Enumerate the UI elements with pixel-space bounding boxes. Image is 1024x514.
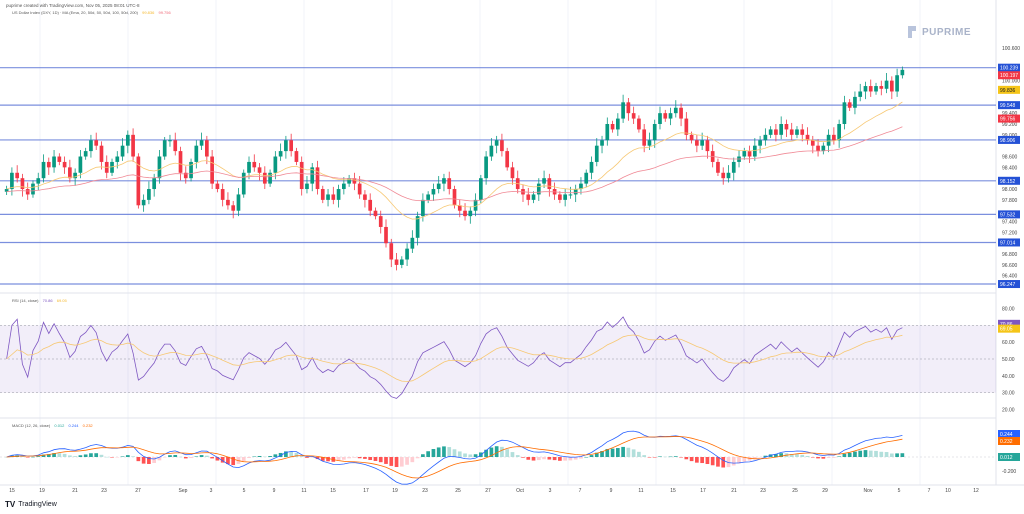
svg-text:27: 27 [135,488,141,494]
svg-text:20.00: 20.00 [1002,408,1015,414]
tradingview-logo-icon: TV [5,500,16,509]
svg-text:40.00: 40.00 [1002,374,1015,380]
svg-text:29: 29 [822,488,828,494]
macd-label: MACD (12, 26, close) [12,423,51,428]
svg-text:98.906: 98.906 [1000,138,1016,144]
svg-text:21: 21 [731,488,737,494]
svg-text:7: 7 [579,488,582,494]
svg-text:97.400: 97.400 [1002,220,1018,226]
svg-text:97.800: 97.800 [1002,198,1018,204]
svg-text:3: 3 [210,488,213,494]
svg-text:12: 12 [973,488,979,494]
main-legend-label: US Dollar Index (DXY, 1D) · MA (Ema, 20,… [12,10,138,15]
svg-text:19: 19 [39,488,45,494]
svg-text:25: 25 [455,488,461,494]
svg-text:3: 3 [549,488,552,494]
svg-text:80.00: 80.00 [1002,306,1015,312]
svg-text:96.600: 96.600 [1002,263,1018,269]
rsi-legend: RSI (14, close) 70.86 69.05 [12,298,70,303]
svg-text:99.000: 99.000 [1002,133,1018,139]
tradingview-brand-text: TradingView [18,501,57,508]
svg-text:97.014: 97.014 [1000,240,1016,246]
svg-text:17: 17 [700,488,706,494]
svg-text:100.197: 100.197 [1000,73,1018,79]
svg-text:100.239: 100.239 [1000,66,1018,72]
svg-text:25: 25 [792,488,798,494]
puprime-logo-icon [908,26,916,38]
svg-text:-0.200: -0.200 [1002,469,1016,475]
svg-text:50.00: 50.00 [1002,357,1015,363]
tradingview-brand[interactable]: TV TradingView [5,500,57,509]
svg-text:9: 9 [273,488,276,494]
svg-text:99.756: 99.756 [1000,117,1016,123]
svg-text:21: 21 [72,488,78,494]
macd-signal-value: 0.232 [82,423,93,428]
svg-text:60.00: 60.00 [1002,340,1015,346]
svg-text:Oct: Oct [516,488,524,494]
rsi-value: 70.86 [42,298,53,303]
svg-text:9: 9 [610,488,613,494]
svg-text:69.05: 69.05 [1000,327,1013,333]
svg-text:5: 5 [243,488,246,494]
main-legend: US Dollar Index (DXY, 1D) · MA (Ema, 20,… [12,10,174,15]
svg-text:100.600: 100.600 [1002,46,1020,52]
svg-text:99.548: 99.548 [1000,103,1016,109]
svg-text:17: 17 [363,488,369,494]
svg-text:23: 23 [760,488,766,494]
macd-legend: MACD (12, 26, close) 0.012 0.244 0.232 [12,423,96,428]
svg-text:96.247: 96.247 [1000,282,1016,288]
ma-value-1: 99.836 [142,10,155,15]
svg-text:98.152: 98.152 [1000,179,1016,185]
svg-text:97.200: 97.200 [1002,230,1018,236]
macd-hist-value: 0.012 [54,423,65,428]
puprime-logo-text: PUPRIME [922,26,972,38]
svg-text:98.000: 98.000 [1002,187,1018,193]
svg-text:11: 11 [638,488,643,494]
svg-text:19: 19 [392,488,398,494]
svg-text:98.400: 98.400 [1002,165,1018,171]
svg-text:100.000: 100.000 [1002,79,1020,85]
svg-text:Sep: Sep [179,488,188,494]
macd-value: 0.244 [68,423,79,428]
svg-text:99.400: 99.400 [1002,111,1018,117]
svg-text:15: 15 [9,488,15,494]
svg-text:99.200: 99.200 [1002,122,1018,128]
svg-text:0.232: 0.232 [1000,439,1013,445]
svg-text:7: 7 [928,488,931,494]
svg-text:0.012: 0.012 [1000,455,1013,461]
svg-text:Nov: Nov [864,488,873,494]
ma-value-2: 99.756 [158,10,171,15]
rsi-ma-value: 69.05 [56,298,67,303]
svg-text:23: 23 [422,488,428,494]
svg-text:10: 10 [945,488,951,494]
svg-text:5: 5 [898,488,901,494]
svg-text:0.244: 0.244 [1000,432,1013,438]
svg-text:99.836: 99.836 [1000,88,1016,94]
svg-text:96.400: 96.400 [1002,274,1018,280]
svg-text:15: 15 [330,488,336,494]
svg-text:30.00: 30.00 [1002,391,1015,397]
rsi-label: RSI (14, close) [12,298,39,303]
svg-text:23: 23 [101,488,107,494]
svg-text:97.532: 97.532 [1000,212,1016,218]
svg-text:96.800: 96.800 [1002,252,1018,258]
svg-text:98.600: 98.600 [1002,155,1018,161]
svg-text:11: 11 [301,488,306,494]
chart-credit: puprime created with TradingView.com, No… [6,3,140,8]
puprime-logo: PUPRIME [906,24,971,40]
svg-text:15: 15 [670,488,676,494]
svg-text:27: 27 [485,488,491,494]
